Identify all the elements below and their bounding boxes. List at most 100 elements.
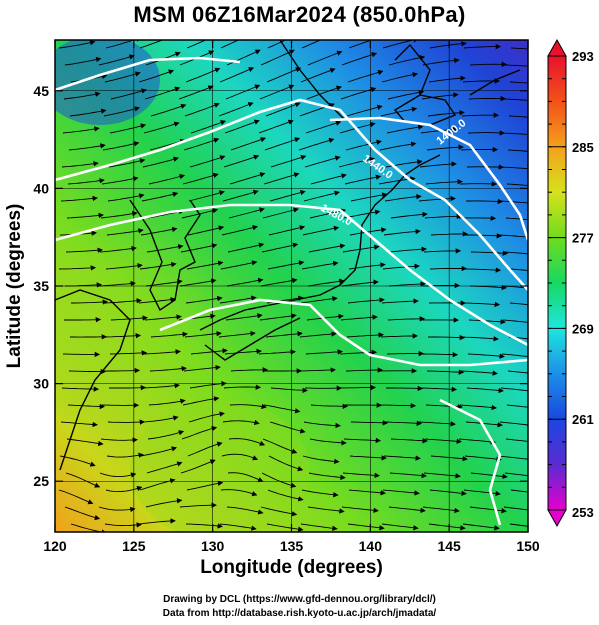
streamline — [458, 438, 496, 445]
y-tick-label: 35 — [33, 278, 49, 294]
streamline — [184, 102, 220, 117]
streamline — [190, 348, 228, 355]
streamline — [349, 455, 387, 461]
streamline — [144, 314, 182, 321]
streamline — [98, 506, 136, 513]
streamline — [390, 438, 428, 444]
streamline — [459, 404, 497, 411]
streamline — [430, 231, 469, 237]
streamline — [344, 174, 382, 185]
streamline — [307, 50, 343, 66]
streamline — [301, 40, 322, 49]
streamline — [307, 278, 345, 287]
streamline — [261, 472, 297, 488]
streamline — [100, 211, 138, 219]
streamline — [427, 110, 465, 117]
streamline — [139, 261, 177, 270]
streamline — [99, 245, 137, 253]
streamline — [338, 156, 376, 168]
streamline — [221, 453, 259, 461]
streamline — [269, 421, 306, 434]
x-tick-label: 145 — [437, 538, 461, 554]
contour-1440 — [55, 98, 528, 291]
axis-tick-labels: 120 125 130 135 140 145 150 25 30 35 40 45 — [33, 83, 539, 554]
streamline — [148, 173, 186, 185]
streamline — [498, 234, 528, 238]
streamline — [425, 179, 463, 185]
streamline — [378, 402, 417, 409]
streamline — [298, 137, 335, 151]
contour-1520b — [439, 398, 502, 526]
streamline — [226, 49, 261, 66]
streamline — [426, 369, 465, 375]
streamline — [140, 226, 178, 236]
streamline — [104, 298, 142, 304]
streamline — [419, 161, 457, 168]
streamline — [428, 334, 466, 341]
streamline — [267, 489, 304, 502]
streamline — [219, 295, 257, 304]
streamline — [499, 200, 528, 204]
streamline — [423, 472, 461, 479]
streamline — [458, 215, 497, 221]
streamline — [380, 106, 418, 117]
streamline — [263, 172, 300, 185]
streamline — [379, 141, 417, 151]
streamline — [260, 506, 298, 517]
streamline — [300, 523, 338, 531]
streamline — [503, 64, 528, 67]
streamline — [502, 319, 528, 323]
streamline — [63, 91, 101, 100]
streamline — [184, 330, 222, 338]
streamline — [182, 396, 220, 406]
streamline — [468, 95, 507, 102]
streamline — [460, 146, 499, 153]
streamline — [346, 332, 384, 338]
streamline — [270, 387, 308, 393]
x-tick-label: 150 — [516, 538, 540, 554]
streamline — [387, 316, 426, 322]
streamline — [258, 119, 294, 134]
x-axis-label: Longitude (degrees) — [200, 557, 383, 578]
streamline — [307, 506, 345, 514]
streamline — [270, 154, 307, 168]
streamline — [461, 112, 500, 118]
streamline — [428, 75, 466, 83]
streamline — [340, 87, 377, 100]
streamline — [380, 333, 419, 339]
streamline — [64, 282, 103, 288]
streamline — [502, 98, 528, 101]
streamline — [349, 227, 387, 236]
streamline — [505, 217, 528, 221]
x-tick-label: 120 — [43, 538, 67, 554]
streamline — [422, 506, 460, 514]
streamline — [187, 441, 223, 457]
streamline — [300, 67, 336, 83]
colorbar-label: 261 — [572, 412, 594, 427]
streamline — [345, 139, 382, 151]
streamline — [185, 295, 223, 304]
streamline — [350, 192, 388, 202]
streamline — [381, 298, 419, 304]
streamline — [180, 243, 218, 253]
streamline — [384, 420, 423, 426]
streamline — [503, 506, 528, 511]
streamline — [103, 367, 141, 374]
streamline — [110, 315, 148, 321]
streamline — [466, 198, 504, 205]
streamline — [266, 67, 302, 83]
streamline — [342, 244, 380, 253]
streamline — [461, 336, 499, 342]
colorbar-label: 285 — [572, 140, 594, 155]
streamline — [308, 243, 346, 253]
streamline — [506, 183, 528, 186]
streamline — [507, 370, 528, 374]
streamline — [428, 523, 466, 531]
streamline — [66, 212, 104, 219]
streamline — [99, 472, 137, 478]
streamline — [388, 55, 426, 66]
streamline — [429, 265, 468, 272]
streamline — [386, 385, 424, 392]
streamline — [229, 403, 267, 410]
colorbar-label: 293 — [572, 49, 594, 64]
